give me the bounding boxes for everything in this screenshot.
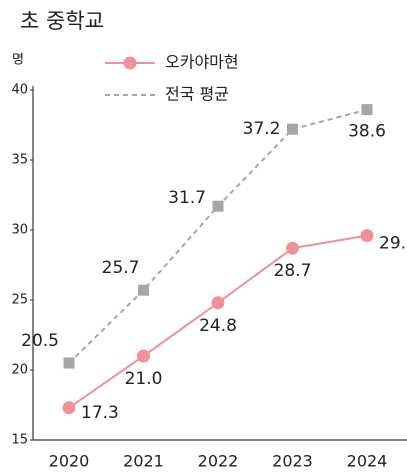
- data-label: 28.7: [274, 261, 312, 281]
- x-tick-label: 2023: [272, 452, 313, 471]
- x-tick-label: 2024: [347, 452, 388, 471]
- data-label: 20.5: [21, 331, 59, 351]
- point: [287, 123, 298, 135]
- y-tick-label: 25: [11, 293, 28, 308]
- point: [212, 200, 224, 212]
- legend-label: 오카야마현: [165, 53, 239, 72]
- legend-label: 전국 평균: [165, 85, 229, 104]
- point: [138, 284, 149, 296]
- point: [211, 296, 225, 310]
- point: [137, 349, 150, 363]
- data-label: 17.3: [81, 403, 119, 423]
- data-label: 21.0: [125, 369, 163, 389]
- legend-marker: [123, 56, 137, 70]
- y-tick-label: 20: [11, 363, 28, 378]
- point: [286, 241, 299, 255]
- y-tick-label: 40: [11, 83, 28, 98]
- point: [360, 229, 374, 243]
- y-tick-label: 35: [11, 153, 28, 168]
- x-tick-label: 2020: [49, 452, 90, 471]
- x-tick-label: 2021: [123, 452, 164, 471]
- y-tick-label: 15: [11, 433, 28, 448]
- y-tick-label: 30: [11, 223, 28, 238]
- point: [63, 357, 75, 369]
- data-label: 25.7: [102, 258, 140, 278]
- data-label: 31.7: [168, 188, 206, 208]
- point: [62, 401, 76, 415]
- x-tick-label: 2022: [198, 452, 239, 471]
- y-axis-label: 명: [12, 53, 24, 68]
- chart-title: 초 중학교: [20, 9, 104, 33]
- point: [361, 104, 373, 116]
- data-label: 24.8: [199, 316, 237, 336]
- data-label: 38.6: [348, 122, 386, 142]
- data-label: 37.2: [243, 119, 281, 139]
- data-label: 29.6: [379, 234, 407, 254]
